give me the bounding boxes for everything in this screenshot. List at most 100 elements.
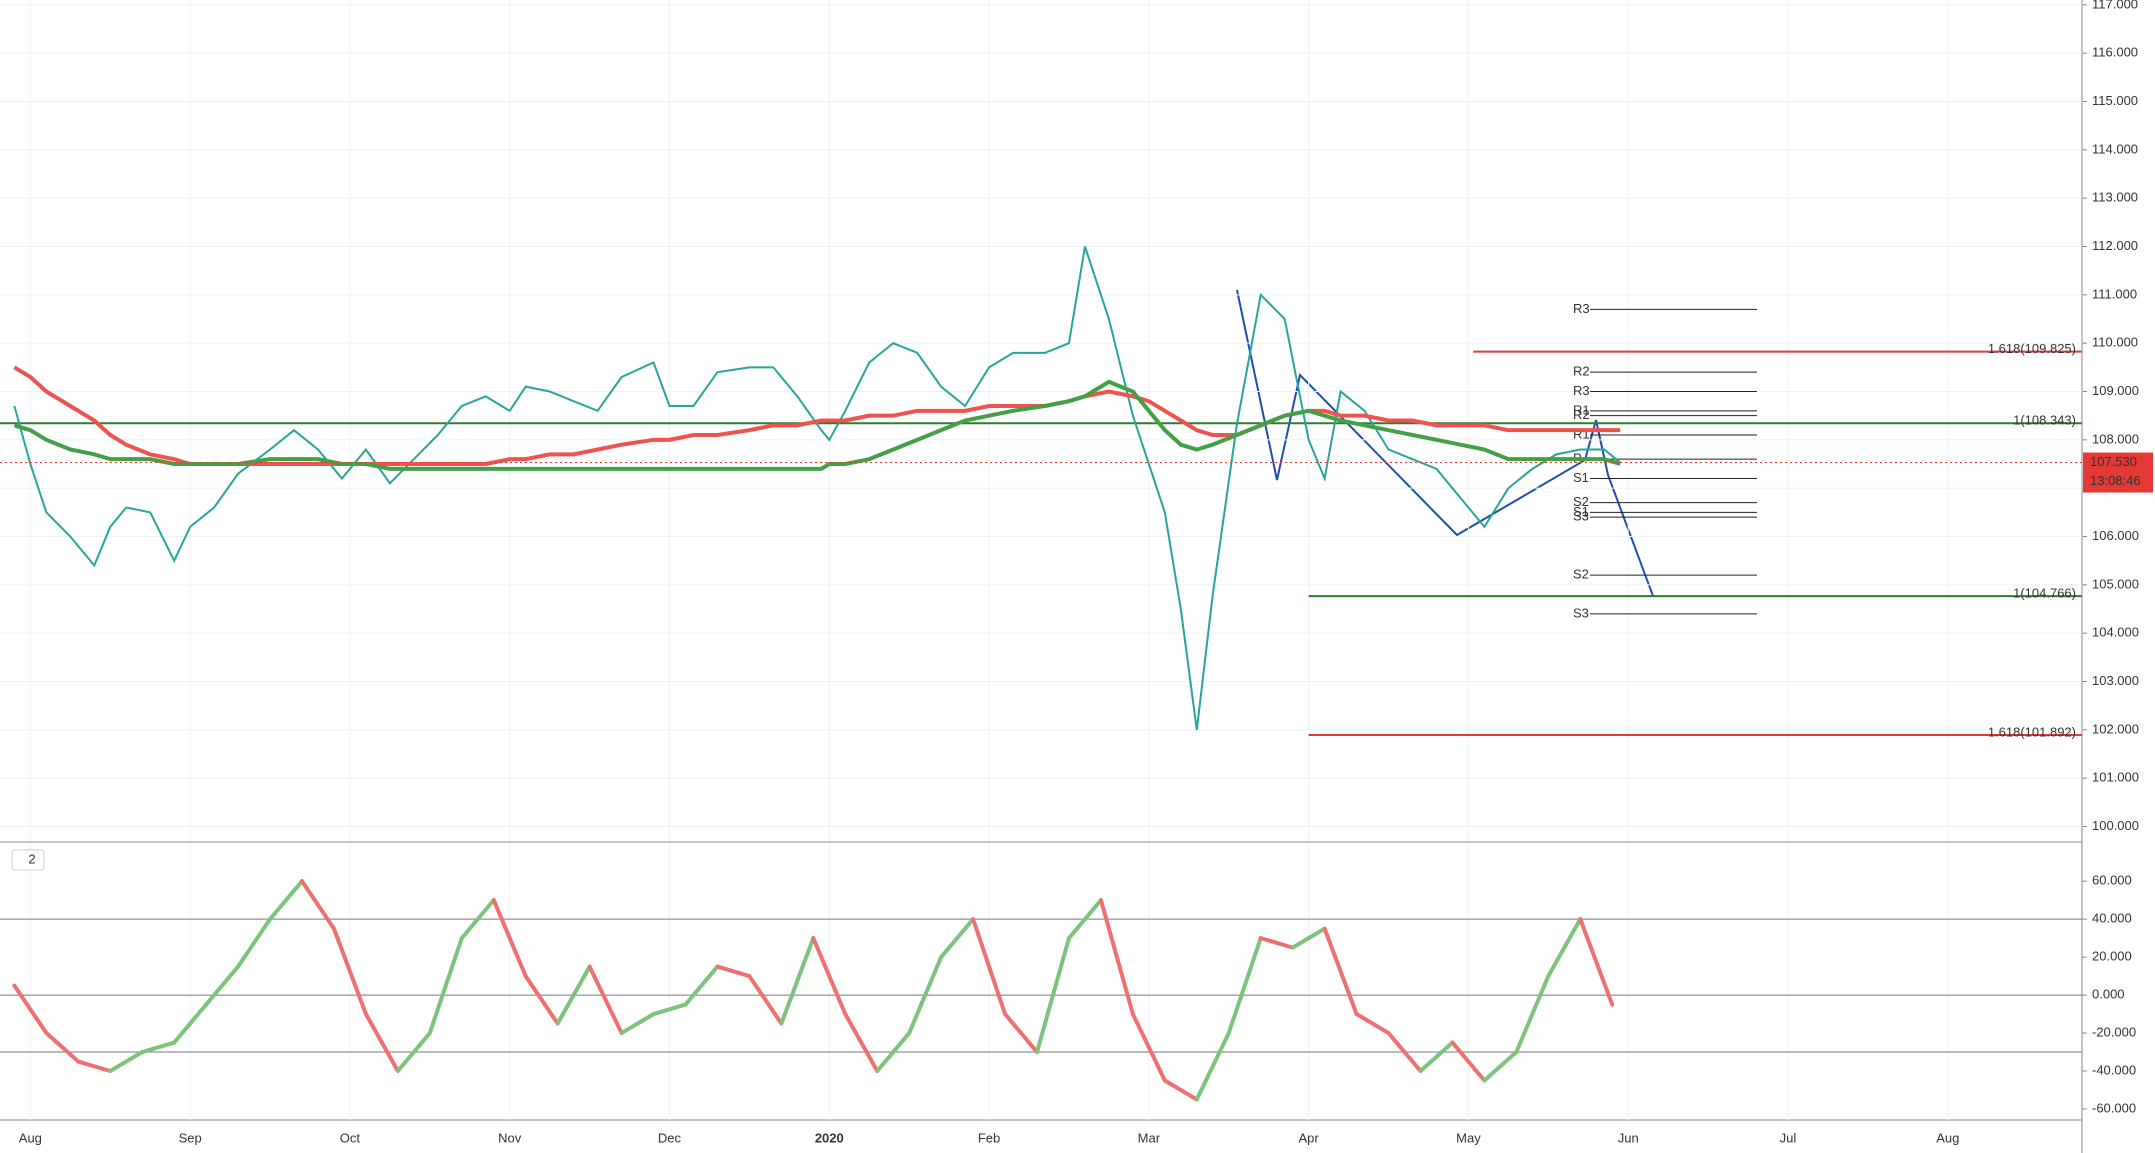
oscillator-segment [875,1031,912,1074]
y-tick-label: 40.000 [2092,911,2132,926]
oscillator-segment [843,1012,880,1074]
oscillator-segment [459,898,496,941]
pivot-label: R3 [1573,301,1590,316]
y-tick-label: 116.000 [2092,45,2138,60]
panel-label-box [11,849,45,871]
countdown: 13:08:46 [2090,473,2141,488]
y-tick-label: -20.000 [2092,1024,2136,1039]
oscillator-segment [268,879,304,922]
y-tick-label: 113.000 [2092,190,2138,205]
oscillator-segment [1194,1031,1231,1102]
y-tick-label: 115.000 [2092,93,2138,108]
y-tick-label: 0.000 [2092,987,2125,1002]
x-tick-label: Mar [1138,1130,1161,1145]
oscillator-segment [172,1002,209,1045]
moving-average [13,365,1621,466]
oscillator-segment [44,1031,81,1064]
oscillator-segment [683,964,720,1007]
x-tick-label: Sep [179,1130,202,1145]
y-tick-label: 106.000 [2092,528,2139,543]
x-tick-label: 2020 [815,1130,844,1145]
x-tick-label: Jun [1618,1130,1639,1145]
oscillator-segment [1098,898,1135,1017]
x-tick-label: Jul [1780,1130,1797,1145]
oscillator-segment [140,1040,177,1055]
oscillator-segment [779,936,816,1026]
oscillator-segment [108,1050,145,1074]
y-tick-label: 114.000 [2092,141,2138,156]
oscillator-segment [427,936,464,1036]
y-tick-label: 109.000 [2092,383,2139,398]
x-tick-label: Apr [1299,1130,1320,1145]
oscillator-segment [1418,1040,1455,1074]
oscillator-segment [76,1059,113,1074]
oscillator-segment [907,955,944,1036]
y-tick-label: 101.000 [2092,770,2139,785]
pivot-label: S2 [1573,494,1589,509]
fib-label: 1.618(101.892) [1988,724,2076,739]
oscillator-segment [1546,917,1583,979]
oscillator-segment [363,1012,400,1074]
pivot-label: R2 [1573,407,1590,422]
x-tick-label: Aug [1936,1130,1959,1145]
oscillator-segment [1035,936,1071,1055]
last-price-label: 107.530 [2090,454,2137,469]
y-tick-label: 60.000 [2092,873,2132,888]
y-tick-label: 112.000 [2092,238,2138,253]
oscillator-segment [1226,936,1263,1036]
oscillator-segment [299,879,336,931]
x-tick-label: Feb [978,1130,1000,1145]
oscillator-segment [1514,974,1551,1055]
oscillator-segment [236,917,273,969]
y-tick-label: 117.000 [2092,0,2138,11]
y-tick-label: 111.000 [2092,286,2137,301]
oscillator-segment [1322,926,1359,1017]
x-tick-label: May [1456,1130,1481,1145]
oscillator-segment [555,964,592,1026]
oscillator-segment [523,974,560,1026]
oscillator-segment [1162,1078,1199,1102]
oscillator-segment [12,983,49,1036]
pivot-label: R2 [1573,364,1590,379]
oscillator-segment [491,898,528,979]
oscillator-segment [1066,898,1103,941]
oscillator-segment [1482,1050,1519,1083]
oscillator-segment [587,964,624,1036]
y-tick-label: 20.000 [2092,949,2132,964]
oscillator-segment [1003,1012,1040,1055]
y-tick-label: 108.000 [2092,431,2139,446]
y-tick-label: -40.000 [2092,1062,2136,1077]
oscillator-segment [204,964,241,1007]
x-tick-label: Oct [340,1130,361,1145]
oscillator-segment [331,926,368,1017]
price-line [13,246,1621,730]
oscillator-segment [715,964,752,979]
x-tick-label: Dec [658,1130,682,1145]
x-tick-label: Nov [498,1130,522,1145]
oscillator-segment [1290,926,1327,950]
pivot-label: S3 [1573,509,1589,524]
oscillator-segment [1578,917,1615,1007]
oscillator-segment [1130,1012,1167,1083]
oscillator-segment [1258,936,1295,950]
y-tick-label: 104.000 [2092,625,2139,640]
oscillator-segment [971,917,1008,1017]
y-tick-label: 102.000 [2092,721,2139,736]
oscillator-segment [1354,1012,1391,1036]
last-price-box [2083,452,2153,493]
y-tick-label: 100.000 [2092,818,2139,833]
fib-label: 1(108.343) [2013,413,2076,428]
oscillator-segment [939,917,976,960]
oscillator-segment [651,1002,688,1017]
pivot-label: S1 [1573,504,1589,519]
x-tick-label: Aug [19,1130,42,1145]
pivot-label: R1 [1573,402,1590,417]
pivot-label: R3 [1573,383,1590,398]
y-tick-label: 110.000 [2092,335,2138,350]
oscillator-segment [395,1031,432,1074]
panel-label: 2 [28,851,35,866]
y-tick-label: -60.000 [2092,1100,2136,1115]
pivot-label: S3 [1573,605,1589,620]
